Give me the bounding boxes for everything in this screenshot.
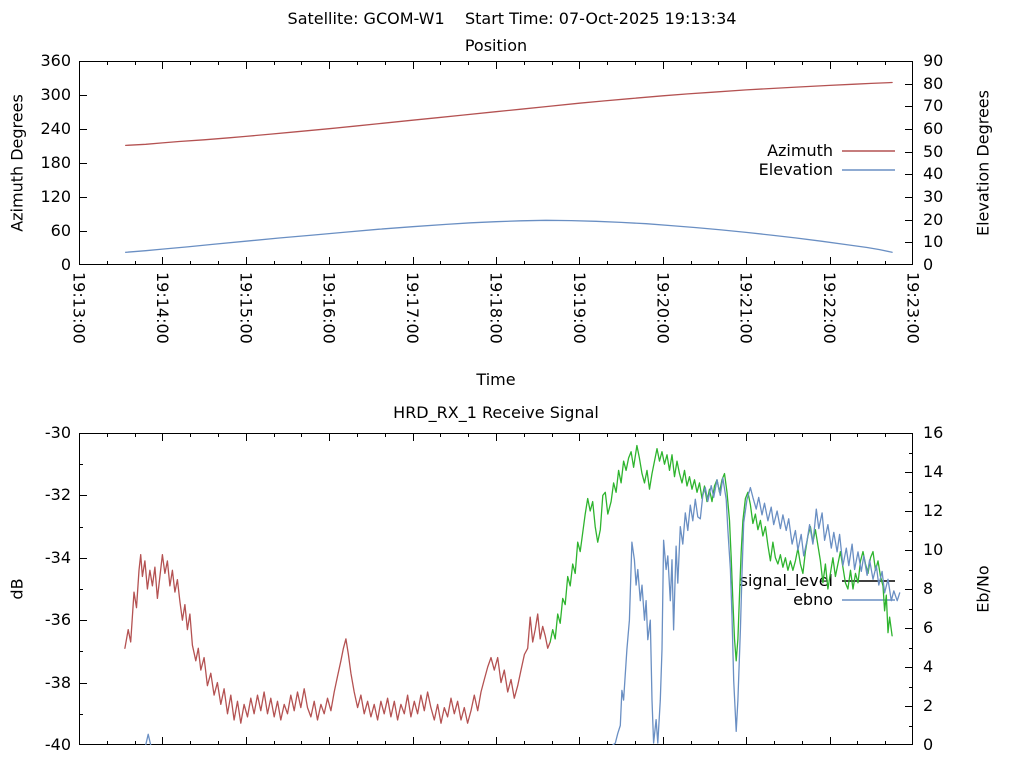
y-tick-label-left: -34 (44, 547, 71, 567)
x-tick-label: 19:16:00 (319, 272, 339, 344)
signal-plot (79, 433, 913, 745)
x-tick-label: 19:22:00 (820, 272, 840, 344)
x-tick-label: 19:15:00 (236, 272, 256, 344)
y-tick-label-left: -40 (44, 735, 71, 754)
y-tick-label-right: 90 (923, 51, 944, 70)
y-tick-label-right: 8 (923, 579, 934, 598)
position-chart-title: Position (464, 36, 528, 55)
x-tick-label: 19:23:00 (903, 272, 923, 344)
elevation-line (125, 219, 893, 253)
y-tick-label-left: 240 (40, 119, 71, 138)
signal_level-line (549, 444, 893, 662)
y-tick-label-left: -36 (44, 610, 71, 630)
x-tick-label: 19:13:00 (69, 272, 89, 344)
y-tick-label-left: 0 (60, 255, 71, 274)
y-tick-label-right: 30 (923, 187, 944, 206)
db-axis-label: dB (7, 578, 27, 600)
y-tick-label-right: 4 (923, 657, 934, 676)
main-title: Satellite: GCOM-W1 Start Time: 07-Oct-20… (287, 9, 737, 28)
time-axis-label: Time (476, 370, 516, 389)
x-tick-label: 19:18:00 (486, 272, 506, 344)
y-tick-label-left: 180 (40, 153, 71, 172)
y-tick-label-right: 50 (923, 141, 944, 161)
legend-label-signal_level: signal_level (739, 571, 833, 590)
legend-label-Azimuth: Azimuth (767, 141, 833, 160)
y-tick-label-left: 60 (50, 221, 71, 240)
position-plot (79, 61, 913, 265)
x-tick-label: 19:17:00 (403, 272, 423, 344)
y-tick-label-right: 14 (923, 462, 944, 481)
y-tick-label-right: 16 (923, 423, 944, 442)
ebno-axis-label: Eb/No (973, 565, 993, 613)
y-tick-label-left: 120 (40, 187, 71, 206)
y-tick-label-right: 0 (923, 255, 934, 274)
y-tick-label-right: 12 (923, 501, 944, 520)
y-tick-label-left: -32 (44, 485, 71, 505)
signal_level-line (124, 554, 551, 724)
y-tick-label-left: -38 (44, 672, 71, 692)
x-tick-label: 19:14:00 (152, 272, 172, 344)
y-tick-label-right: 60 (923, 119, 944, 138)
legend-label-Elevation: Elevation (758, 160, 833, 179)
y-tick-label-right: 20 (923, 209, 944, 229)
y-tick-label-right: 70 (923, 96, 944, 116)
y-tick-label-left: 360 (40, 51, 71, 70)
y-tick-label-right: 2 (923, 696, 934, 715)
azimuth-line (125, 81, 893, 147)
y-tick-label-right: 10 (923, 540, 944, 559)
ebno-line (145, 733, 152, 745)
y-tick-label-left: 300 (40, 85, 71, 104)
x-tick-label: 19:21:00 (736, 272, 756, 344)
y-tick-label-right: 0 (923, 735, 934, 754)
y-tick-label-left: -30 (44, 423, 71, 442)
y-tick-label-right: 40 (923, 164, 944, 184)
ebno-line (612, 477, 901, 745)
legend-label-ebno: ebno (793, 590, 833, 609)
x-tick-label: 19:19:00 (569, 272, 589, 344)
y-tick-label-right: 10 (923, 232, 944, 252)
y-tick-label-right: 80 (923, 73, 944, 93)
y-tick-label-right: 6 (923, 618, 934, 637)
elevation-axis-label: Elevation Degrees (973, 90, 993, 236)
signal-chart-title: HRD_RX_1 Receive Signal (393, 403, 599, 422)
x-tick-label: 19:20:00 (653, 272, 673, 344)
